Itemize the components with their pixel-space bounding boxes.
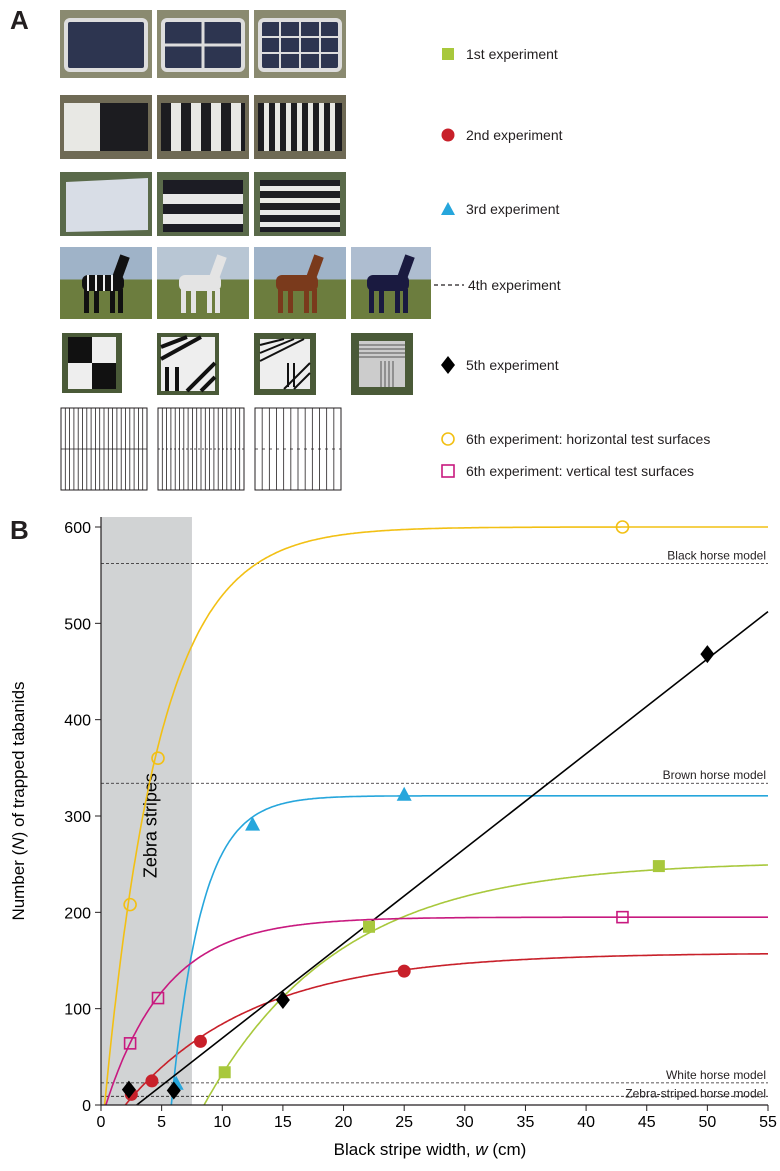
y-axis-label: Number (N) of trapped tabanids — [9, 681, 28, 920]
data-point — [166, 1081, 181, 1100]
triangle-marker-icon — [441, 202, 455, 215]
y-tick-label: 0 — [82, 1098, 91, 1115]
legend-item-2: 2nd experiment — [440, 127, 563, 143]
photo-board-3 — [254, 172, 346, 236]
legend-label: 1st experiment — [466, 46, 558, 62]
data-point — [275, 990, 290, 1009]
fit-curve — [136, 610, 769, 1106]
photo-pattern-board-1 — [157, 333, 219, 395]
photo-board-1 — [60, 172, 152, 236]
data-point — [123, 897, 137, 912]
dashed-line-icon — [434, 284, 464, 286]
square-marker-icon — [442, 48, 454, 60]
photo-white-horse — [157, 247, 249, 319]
data-point — [151, 991, 165, 1005]
legend-item-7: 6th experiment: vertical test surfaces — [440, 463, 694, 479]
legend-item-4: 4th experiment — [434, 277, 561, 293]
data-point — [123, 1037, 137, 1050]
fit-curve — [103, 526, 768, 1106]
x-tick-label: 25 — [395, 1114, 413, 1131]
zebra-stripes-region — [101, 517, 192, 1105]
data-point — [193, 1034, 207, 1048]
x-tick-label: 50 — [698, 1114, 716, 1131]
data-point — [245, 816, 261, 831]
photo-board-2 — [157, 172, 249, 236]
x-tick-label: 30 — [456, 1114, 474, 1131]
data-point — [396, 786, 412, 801]
photo-stripe-tray-2 — [157, 95, 249, 159]
legend-label: 3rd experiment — [466, 201, 560, 217]
diagram-stripes-2 — [157, 407, 245, 491]
legend-label: 4th experiment — [468, 277, 561, 293]
zebra-stripes-label: Zebra stripes — [140, 773, 160, 878]
photo-checkerboard — [62, 333, 122, 393]
x-tick-label: 55 — [759, 1114, 777, 1131]
diamond-marker-icon — [441, 356, 455, 374]
legend-item-5: 5th experiment — [440, 356, 559, 374]
data-point — [616, 910, 629, 924]
diagram-stripes-1 — [60, 407, 148, 491]
tabanid-chart: Zebra stripes Black horse model Brown hors… — [9, 517, 777, 1159]
y-tick-label: 200 — [64, 905, 91, 922]
data-point — [218, 1066, 231, 1079]
photo-pattern-board-2 — [254, 333, 316, 395]
y-tick-label: 600 — [64, 520, 91, 537]
data-point — [363, 920, 376, 933]
data-point — [615, 520, 630, 534]
legend-label: 6th experiment: horizontal test surfaces — [466, 431, 711, 447]
reference-line-label: White horse model — [666, 1068, 766, 1082]
legend-item-1: 1st experiment — [440, 46, 558, 62]
data-point — [397, 964, 411, 978]
y-tick-label: 500 — [64, 616, 91, 633]
x-tick-label: 15 — [274, 1114, 292, 1131]
legend-label: 5th experiment — [466, 357, 559, 373]
fit-curve — [203, 864, 768, 1106]
fit-curve — [124, 953, 768, 1106]
data-point — [652, 860, 665, 873]
fit-curve — [170, 795, 768, 1106]
x-tick-label: 10 — [213, 1114, 231, 1131]
panel-label-b: B — [10, 515, 29, 545]
circle-marker-icon — [441, 128, 455, 142]
diagram-stripes-3 — [254, 407, 342, 491]
data-point — [151, 751, 165, 765]
photo-brown-horse — [254, 247, 346, 319]
data-point — [700, 645, 715, 664]
y-tick-label: 100 — [64, 1002, 91, 1019]
legend-label: 2nd experiment — [466, 127, 563, 143]
photo-tray-1 — [60, 10, 152, 78]
y-tick-label: 400 — [64, 713, 91, 730]
x-tick-label: 0 — [97, 1114, 106, 1131]
photo-stripe-tray-3 — [254, 95, 346, 159]
x-tick-label: 40 — [577, 1114, 595, 1131]
reference-line-label: Brown horse model — [663, 768, 766, 782]
photo-black-horse — [351, 247, 431, 319]
x-tick-label: 45 — [638, 1114, 656, 1131]
data-point — [145, 1074, 159, 1088]
photo-stripe-tray-1 — [60, 95, 152, 159]
legend-item-6: 6th experiment: horizontal test surfaces — [440, 431, 710, 447]
legend-item-3: 3rd experiment — [440, 201, 559, 217]
x-tick-label: 5 — [157, 1114, 166, 1131]
photo-tray-2 — [157, 10, 249, 78]
panel-label-a: A — [10, 5, 29, 35]
x-tick-label: 35 — [517, 1114, 535, 1131]
data-point — [121, 1080, 136, 1099]
open-square-marker-icon — [441, 464, 455, 478]
x-tick-label: 20 — [335, 1114, 353, 1131]
reference-line-label: Zebra-striped horse model — [625, 1086, 766, 1100]
photo-tray-3 — [254, 10, 346, 78]
legend-label: 6th experiment: vertical test surfaces — [466, 463, 694, 479]
y-tick-label: 300 — [64, 809, 91, 826]
fit-curve — [105, 916, 768, 1106]
photo-pattern-board-3 — [351, 333, 413, 395]
open-circle-marker-icon — [441, 432, 455, 446]
x-axis-label: Black stripe width, w (cm) — [334, 1140, 527, 1159]
reference-line-label: Black horse model — [667, 549, 766, 563]
photo-zebra-horse — [60, 247, 152, 319]
